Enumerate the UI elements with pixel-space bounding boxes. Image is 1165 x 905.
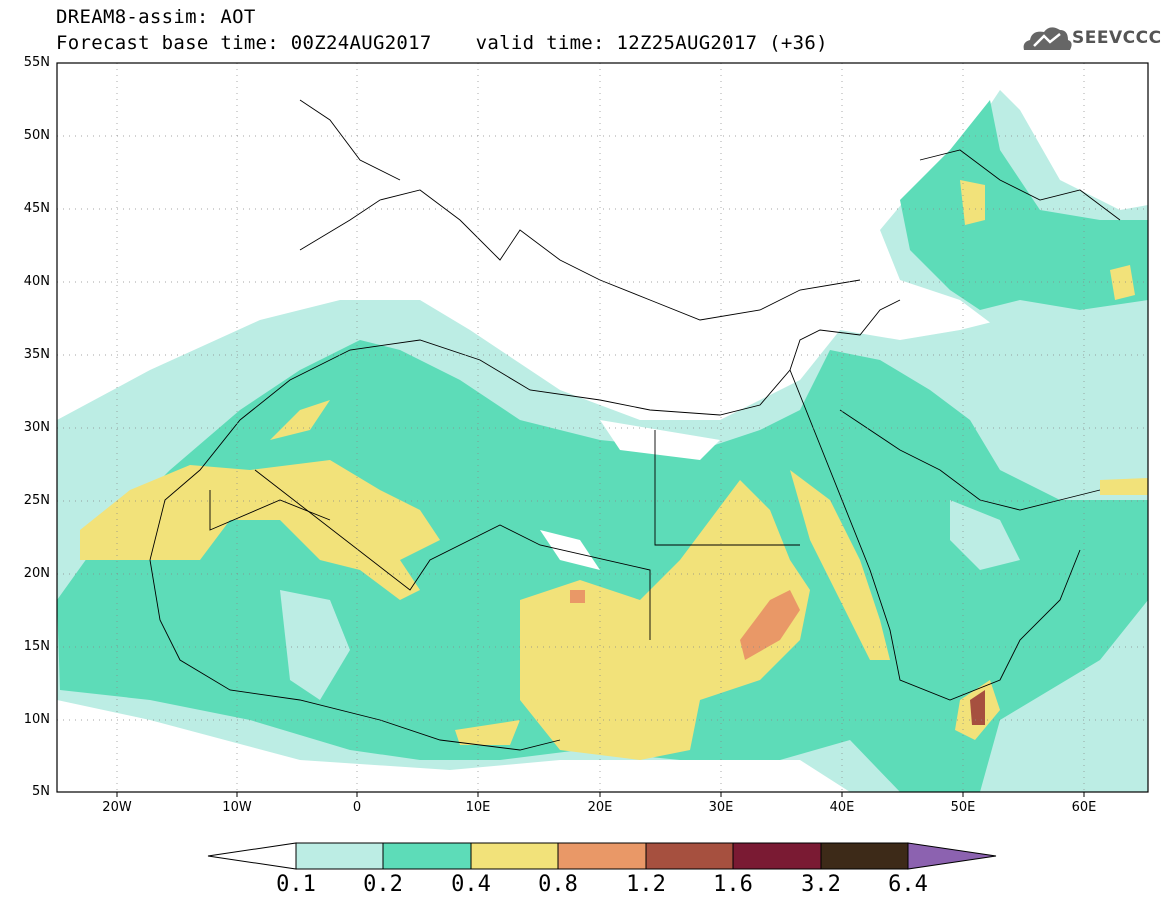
colorbar-label: 6.4 bbox=[888, 872, 928, 897]
colorbar-label: 1.6 bbox=[713, 872, 753, 897]
colorbar-bin bbox=[557, 842, 647, 870]
lon-tick-label: 50E bbox=[950, 800, 976, 815]
lat-tick-label: 15N bbox=[23, 639, 50, 654]
map-title: DREAM8-assim: AOT bbox=[56, 6, 256, 28]
colorbar-label: 1.2 bbox=[626, 872, 666, 897]
lat-tick-label: 45N bbox=[23, 201, 50, 216]
lon-tick-label: 20W bbox=[102, 800, 132, 815]
colorbar-label: 0.2 bbox=[363, 872, 403, 897]
colorbar-bin bbox=[820, 842, 909, 870]
lon-tick-label: 10W bbox=[222, 800, 252, 815]
colorbar-under-arrow bbox=[207, 842, 297, 870]
valid-time: valid time: 12Z25AUG2017 (+36) bbox=[475, 32, 828, 54]
lat-tick-label: 55N bbox=[23, 55, 50, 70]
lat-tick-label: 20N bbox=[23, 566, 50, 581]
lat-tick-label: 5N bbox=[32, 784, 50, 799]
colorbar-label: 0.4 bbox=[451, 872, 491, 897]
colorbar-label: 3.2 bbox=[801, 872, 841, 897]
lat-tick-label: 50N bbox=[23, 128, 50, 143]
lon-tick-label: 30E bbox=[708, 800, 734, 815]
lat-tick-label: 25N bbox=[23, 493, 50, 508]
colorbar-bin bbox=[382, 842, 472, 870]
cloud-icon bbox=[1023, 27, 1072, 50]
colorbar-label: 0.8 bbox=[538, 872, 578, 897]
colorbar-over-arrow bbox=[907, 842, 997, 870]
colorbar-bin bbox=[732, 842, 822, 870]
map-subtitle: Forecast base time: 00Z24AUG2017 valid ti… bbox=[56, 32, 828, 54]
lon-tick-label: 0 bbox=[352, 800, 362, 815]
lat-tick-label: 30N bbox=[23, 420, 50, 435]
aot-field bbox=[57, 90, 1148, 792]
colorbar-label: 0.1 bbox=[276, 872, 316, 897]
colorbar-bin bbox=[295, 842, 384, 870]
lon-tick-label: 60E bbox=[1071, 800, 1097, 815]
colorbar-bin bbox=[470, 842, 559, 870]
lat-tick-label: 35N bbox=[23, 347, 50, 362]
logo-text: SEEVCCC bbox=[1072, 28, 1162, 48]
colorbar bbox=[207, 842, 997, 870]
lon-tick-label: 40E bbox=[829, 800, 855, 815]
lon-tick-label: 10E bbox=[465, 800, 491, 815]
lat-tick-label: 10N bbox=[23, 712, 50, 727]
base-time: Forecast base time: 00Z24AUG2017 bbox=[56, 32, 432, 54]
lat-tick-label: 40N bbox=[23, 274, 50, 289]
lon-tick-label: 20E bbox=[587, 800, 613, 815]
colorbar-bin bbox=[645, 842, 734, 870]
